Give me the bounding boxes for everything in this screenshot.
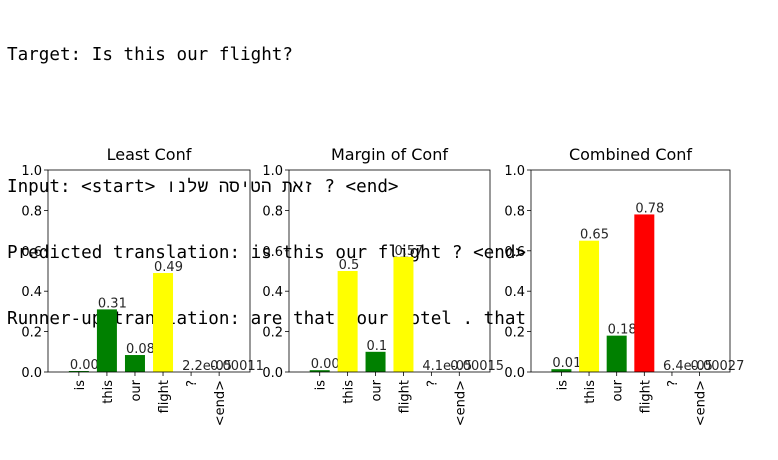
chart-title: Margin of Conf bbox=[331, 145, 448, 164]
data-label: 0.78 bbox=[635, 201, 664, 216]
bar-this bbox=[579, 240, 600, 372]
x-tick-label: <end> bbox=[694, 380, 709, 426]
data-label: 4.1e-05 bbox=[422, 359, 472, 374]
bar-our bbox=[365, 351, 386, 372]
y-tick-label: 0.0 bbox=[262, 366, 283, 381]
x-tick-label: flight bbox=[397, 380, 412, 413]
axes-frame bbox=[47, 169, 251, 373]
data-label: 2.2e-05 bbox=[182, 359, 232, 374]
bar-is bbox=[309, 370, 330, 372]
y-tick-label: 1.0 bbox=[504, 164, 525, 179]
bar-is bbox=[551, 369, 572, 372]
y-tick-label: 0.8 bbox=[504, 204, 525, 219]
x-tick-label: flight bbox=[157, 380, 172, 413]
x-tick-label: <end> bbox=[213, 380, 228, 426]
data-label: 0.00015 bbox=[450, 359, 504, 374]
x-tick-label: <end> bbox=[453, 380, 468, 426]
data-label: 0.57 bbox=[394, 244, 423, 259]
x-tick-label: ? bbox=[666, 380, 681, 387]
data-label: 0.18 bbox=[608, 323, 637, 338]
x-tick-label: our bbox=[370, 379, 385, 401]
data-label: 0.49 bbox=[154, 260, 183, 275]
y-tick-label: 1.0 bbox=[21, 164, 42, 179]
bar-flight bbox=[634, 214, 655, 372]
bar-is bbox=[68, 371, 89, 372]
y-tick-label: 0.6 bbox=[504, 245, 525, 260]
chart-title: Least Conf bbox=[107, 145, 192, 164]
y-tick-label: 0.2 bbox=[262, 326, 283, 341]
x-tick-label: ? bbox=[185, 380, 200, 387]
x-tick-label: this bbox=[342, 380, 357, 404]
y-tick-label: 0.4 bbox=[262, 285, 283, 300]
axes-frame bbox=[288, 169, 491, 373]
chart-panel-3: Combined Conf0.014is0.65this0.18our0.78f… bbox=[504, 145, 744, 426]
bar-our bbox=[124, 355, 145, 372]
data-label: 0.65 bbox=[580, 228, 609, 243]
input-line: Input: <start> זאת הטיסה שלנו ? <end> bbox=[7, 177, 399, 197]
x-tick-label: our bbox=[129, 379, 144, 401]
x-tick-label: this bbox=[583, 380, 598, 404]
y-tick-label: 0.8 bbox=[262, 204, 283, 219]
y-tick-label: 0.4 bbox=[504, 285, 525, 300]
y-tick-label: 0.0 bbox=[21, 366, 42, 381]
data-label: 0.31 bbox=[98, 296, 127, 311]
y-tick-label: 1.0 bbox=[262, 164, 283, 179]
data-label: 0.1 bbox=[367, 339, 388, 354]
data-label: 0.00011 bbox=[210, 359, 264, 374]
bar-our bbox=[606, 335, 627, 372]
y-tick-label: 0.2 bbox=[21, 326, 42, 341]
x-tick-label: is bbox=[314, 380, 329, 391]
x-tick-label: our bbox=[611, 379, 626, 401]
bar-this bbox=[96, 309, 117, 372]
data-label: 0.5 bbox=[339, 258, 360, 273]
x-tick-label: is bbox=[73, 380, 88, 391]
axes-frame bbox=[530, 169, 731, 373]
bar-this bbox=[337, 271, 358, 372]
x-tick-label: this bbox=[101, 380, 116, 404]
x-tick-label: flight bbox=[638, 380, 653, 413]
data-label: 6.4e-05 bbox=[663, 359, 713, 374]
bar-flight bbox=[153, 273, 174, 372]
y-tick-label: 0.2 bbox=[504, 326, 525, 341]
chart-panel-2: Margin of Conf0.009is0.5this0.1our0.57fl… bbox=[262, 145, 504, 426]
predicted-line: Predicted translation: is this our fligh… bbox=[7, 243, 527, 263]
y-tick-label: 0.6 bbox=[262, 245, 283, 260]
target-line: Target: Is this our flight? bbox=[7, 45, 293, 65]
bar-flight bbox=[393, 256, 414, 372]
y-tick-label: 0.8 bbox=[21, 204, 42, 219]
y-tick-label: 0.0 bbox=[504, 366, 525, 381]
x-tick-label: is bbox=[555, 380, 570, 391]
y-tick-label: 0.4 bbox=[21, 285, 42, 300]
chart-title: Combined Conf bbox=[569, 145, 692, 164]
data-label: 0.00027 bbox=[691, 359, 745, 374]
y-tick-label: 0.6 bbox=[21, 245, 42, 260]
x-tick-label: ? bbox=[425, 380, 440, 387]
chart-panel-1: Least Conf0.0049is0.31this0.084our0.49fl… bbox=[21, 145, 264, 426]
